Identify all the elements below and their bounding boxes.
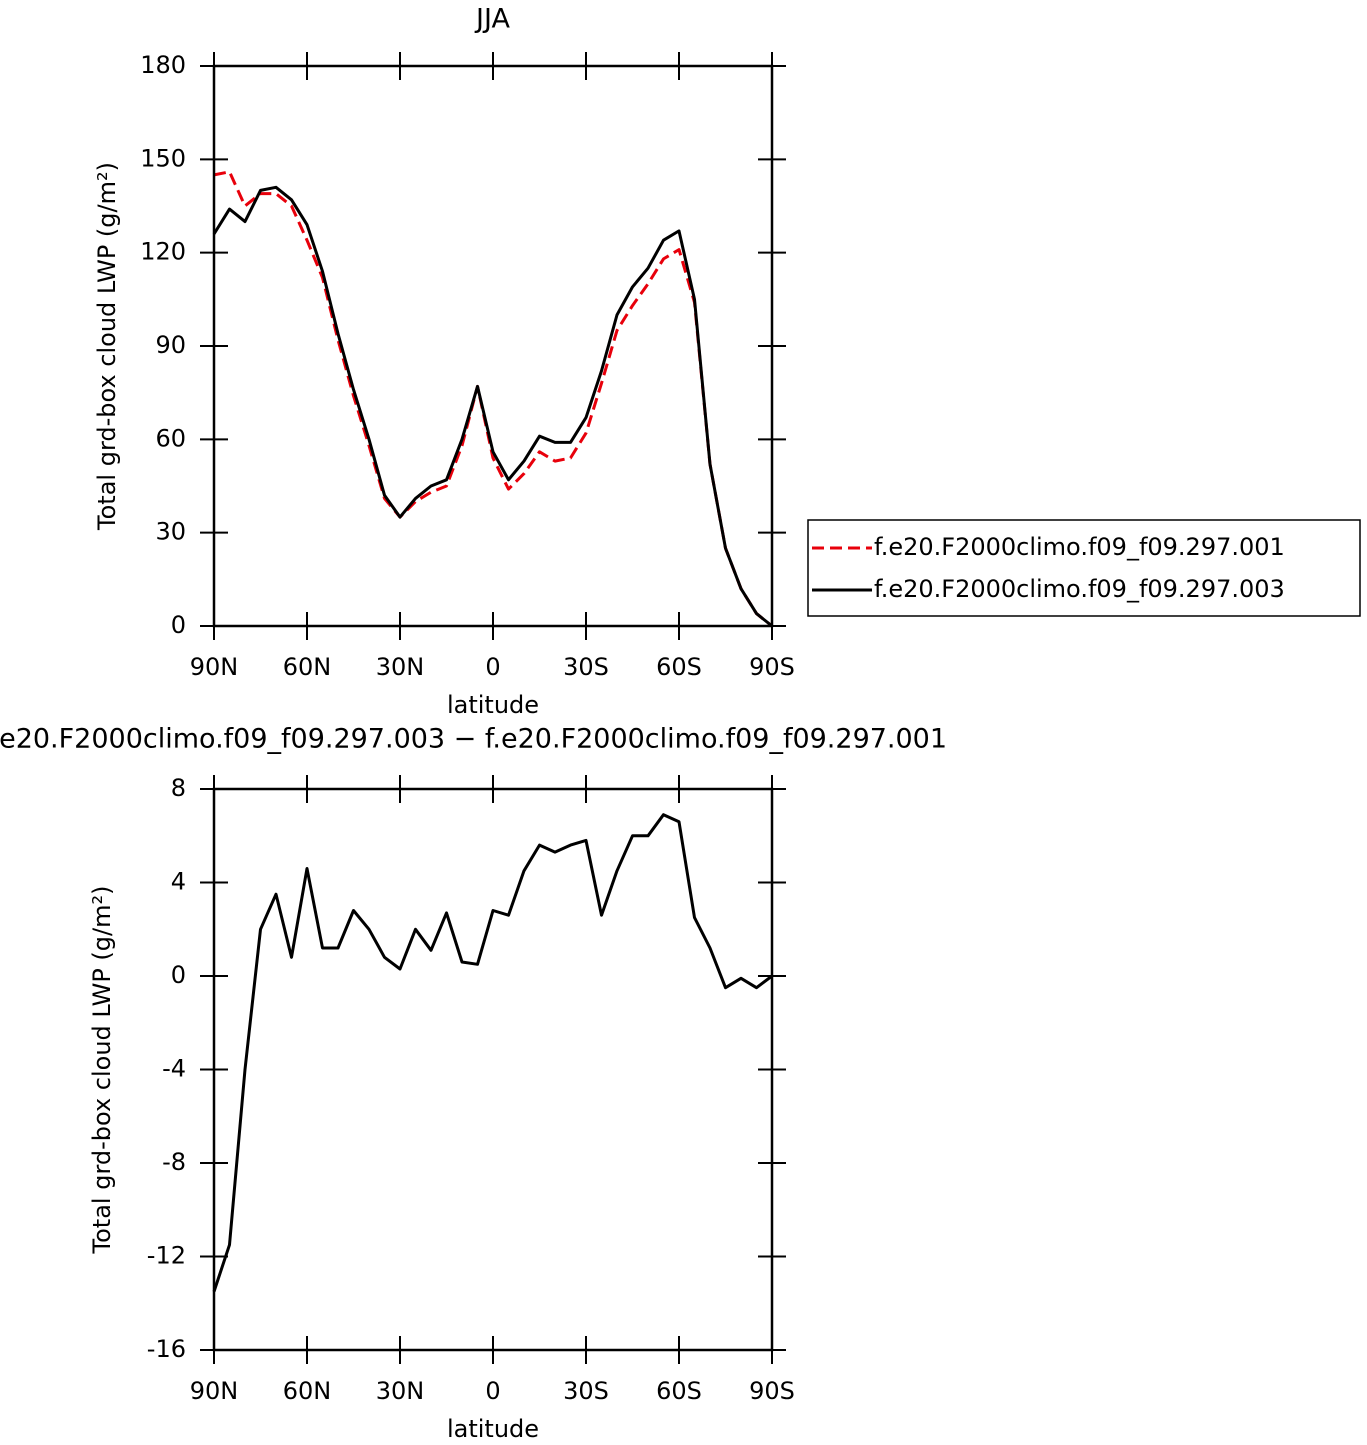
x-tick-label: 90S bbox=[749, 653, 795, 681]
y-axis-label: Total grd-box cloud LWP (g/m²) bbox=[88, 886, 116, 1255]
legend-label: f.e20.F2000climo.f09_f09.297.003 bbox=[874, 575, 1285, 603]
data-line bbox=[213, 170, 773, 628]
legend-box bbox=[807, 519, 1361, 617]
y-tick-label: 0 bbox=[171, 961, 186, 989]
y-tick-label: 4 bbox=[171, 868, 186, 896]
plot-frame bbox=[212, 787, 774, 1352]
data-line bbox=[212, 185, 773, 628]
x-tick-label: 90S bbox=[749, 1377, 795, 1405]
y-tick-label: 8 bbox=[171, 774, 186, 802]
y-tick-label: -12 bbox=[147, 1242, 186, 1270]
x-tick-label: 30N bbox=[376, 653, 425, 681]
y-tick-label: -4 bbox=[162, 1055, 186, 1083]
x-tick-label: 30S bbox=[563, 1377, 609, 1405]
x-tick-label: 90N bbox=[190, 1377, 239, 1405]
x-tick-label: 0 bbox=[485, 1377, 500, 1405]
y-tick-label: 120 bbox=[140, 238, 186, 266]
x-tick-label: 30N bbox=[376, 1377, 425, 1405]
y-tick-label: 0 bbox=[171, 611, 186, 639]
chart-title: f.e20.F2000climo.f09_f09.297.003 − f.e20… bbox=[0, 724, 947, 755]
legend: f.e20.F2000climo.f09_f09.297.001 f.e20.F2… bbox=[807, 519, 1361, 617]
x-tick-label: 0 bbox=[485, 653, 500, 681]
y-tick-label: 60 bbox=[155, 424, 186, 452]
y-axis-label: Total grd-box cloud LWP (g/m²) bbox=[93, 162, 121, 531]
y-tick-label: 150 bbox=[140, 144, 186, 172]
legend-label: f.e20.F2000climo.f09_f09.297.001 bbox=[874, 533, 1285, 561]
x-tick-label: 60N bbox=[283, 653, 332, 681]
y-tick-label: -8 bbox=[162, 1148, 186, 1176]
y-tick-label: -16 bbox=[147, 1335, 186, 1363]
y-tick-label: 90 bbox=[155, 331, 186, 359]
y-tick-label: 30 bbox=[155, 518, 186, 546]
x-tick-label: 60S bbox=[656, 653, 702, 681]
y-tick-label: 180 bbox=[140, 51, 186, 79]
x-tick-label: 30S bbox=[563, 653, 609, 681]
x-tick-label: 90N bbox=[190, 653, 239, 681]
data-line bbox=[212, 813, 773, 1293]
plot-frame bbox=[212, 64, 774, 628]
x-tick-label: 60N bbox=[283, 1377, 332, 1405]
chart-title: JJA bbox=[474, 4, 510, 35]
x-axis-label: latitude bbox=[447, 1415, 539, 1443]
x-tick-label: 60S bbox=[656, 1377, 702, 1405]
x-axis-label: latitude bbox=[447, 691, 539, 719]
